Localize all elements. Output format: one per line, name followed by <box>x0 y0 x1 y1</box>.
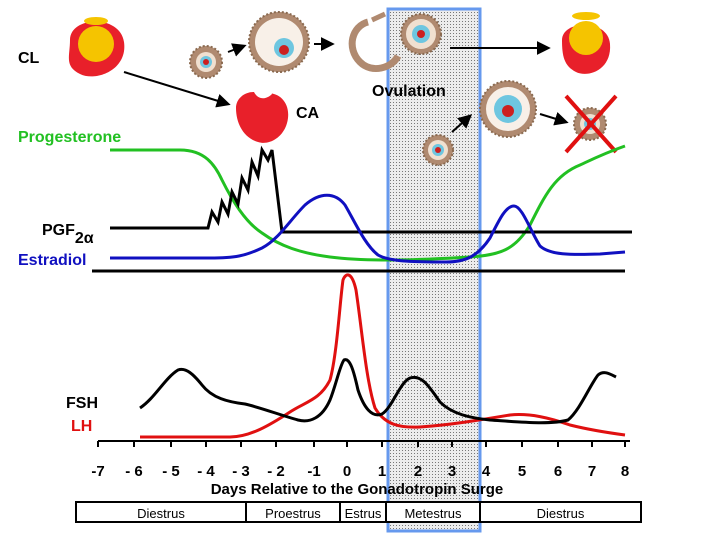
cl-label: CL <box>18 50 40 67</box>
phase-label: Diestrus <box>137 506 185 521</box>
x-tick-label: - 4 <box>197 463 215 480</box>
follicle-icon <box>479 80 537 138</box>
x-tick-label: - 2 <box>267 463 285 480</box>
x-tick-label: 2 <box>414 463 422 480</box>
x-tick-label: 3 <box>448 463 456 480</box>
follicle-icon <box>189 45 223 79</box>
phase-label: Diestrus <box>537 506 585 521</box>
phase-label: Estrus <box>345 506 382 521</box>
x-tick-label: - 5 <box>162 463 180 480</box>
phase-label: Proestrus <box>265 506 321 521</box>
progesterone-label: Progesterone <box>18 129 121 146</box>
ruptured-follicle-icon <box>348 11 402 73</box>
ovulation-label: Ovulation <box>372 83 446 100</box>
lh-curve <box>140 273 626 439</box>
pgf-label: PGF2α <box>42 222 94 247</box>
x-tick-label: 4 <box>482 463 491 480</box>
pgf-pulses <box>110 145 632 234</box>
lh-label: LH <box>71 418 92 435</box>
corpus-luteum-icon <box>68 17 125 77</box>
regressing-follicle-icon <box>564 94 618 154</box>
phase-cell <box>479 501 642 523</box>
phase-label: Metestrus <box>404 506 462 521</box>
corpus-albicans-icon <box>236 87 289 143</box>
follicle-icon <box>422 134 454 166</box>
fsh-label: FSH <box>66 395 98 412</box>
follicle-icon <box>400 13 442 55</box>
follicle-icon <box>248 11 310 73</box>
x-tick-label: 7 <box>588 463 596 480</box>
estradiol-curve <box>110 193 626 264</box>
fsh-curve <box>139 358 617 425</box>
x-ticks: -7 - 6 - 5 - 4 - 3 - 2 -1 0 1 2 3 4 5 6 7 8 <box>91 441 629 480</box>
corpus-luteum-icon <box>562 12 611 74</box>
x-tick-label: -7 <box>91 463 104 480</box>
x-tick-label: 0 <box>343 463 351 480</box>
x-tick-label: 6 <box>554 463 562 480</box>
estrous-phase-bar: Diestrus Proestrus Estrus Metestrus Diestrus <box>75 501 642 523</box>
x-tick-label: 8 <box>621 463 629 480</box>
ca-label: CA <box>296 105 320 122</box>
x-tick-label: - 6 <box>125 463 143 480</box>
x-tick-label: 5 <box>518 463 526 480</box>
estradiol-label: Estradiol <box>18 252 86 269</box>
x-tick-label: - 3 <box>232 463 250 480</box>
x-tick-label: 1 <box>378 463 386 480</box>
x-axis-title: Days Relative to the Gonadotropin Surge <box>211 481 504 498</box>
x-tick-label: -1 <box>307 463 320 480</box>
